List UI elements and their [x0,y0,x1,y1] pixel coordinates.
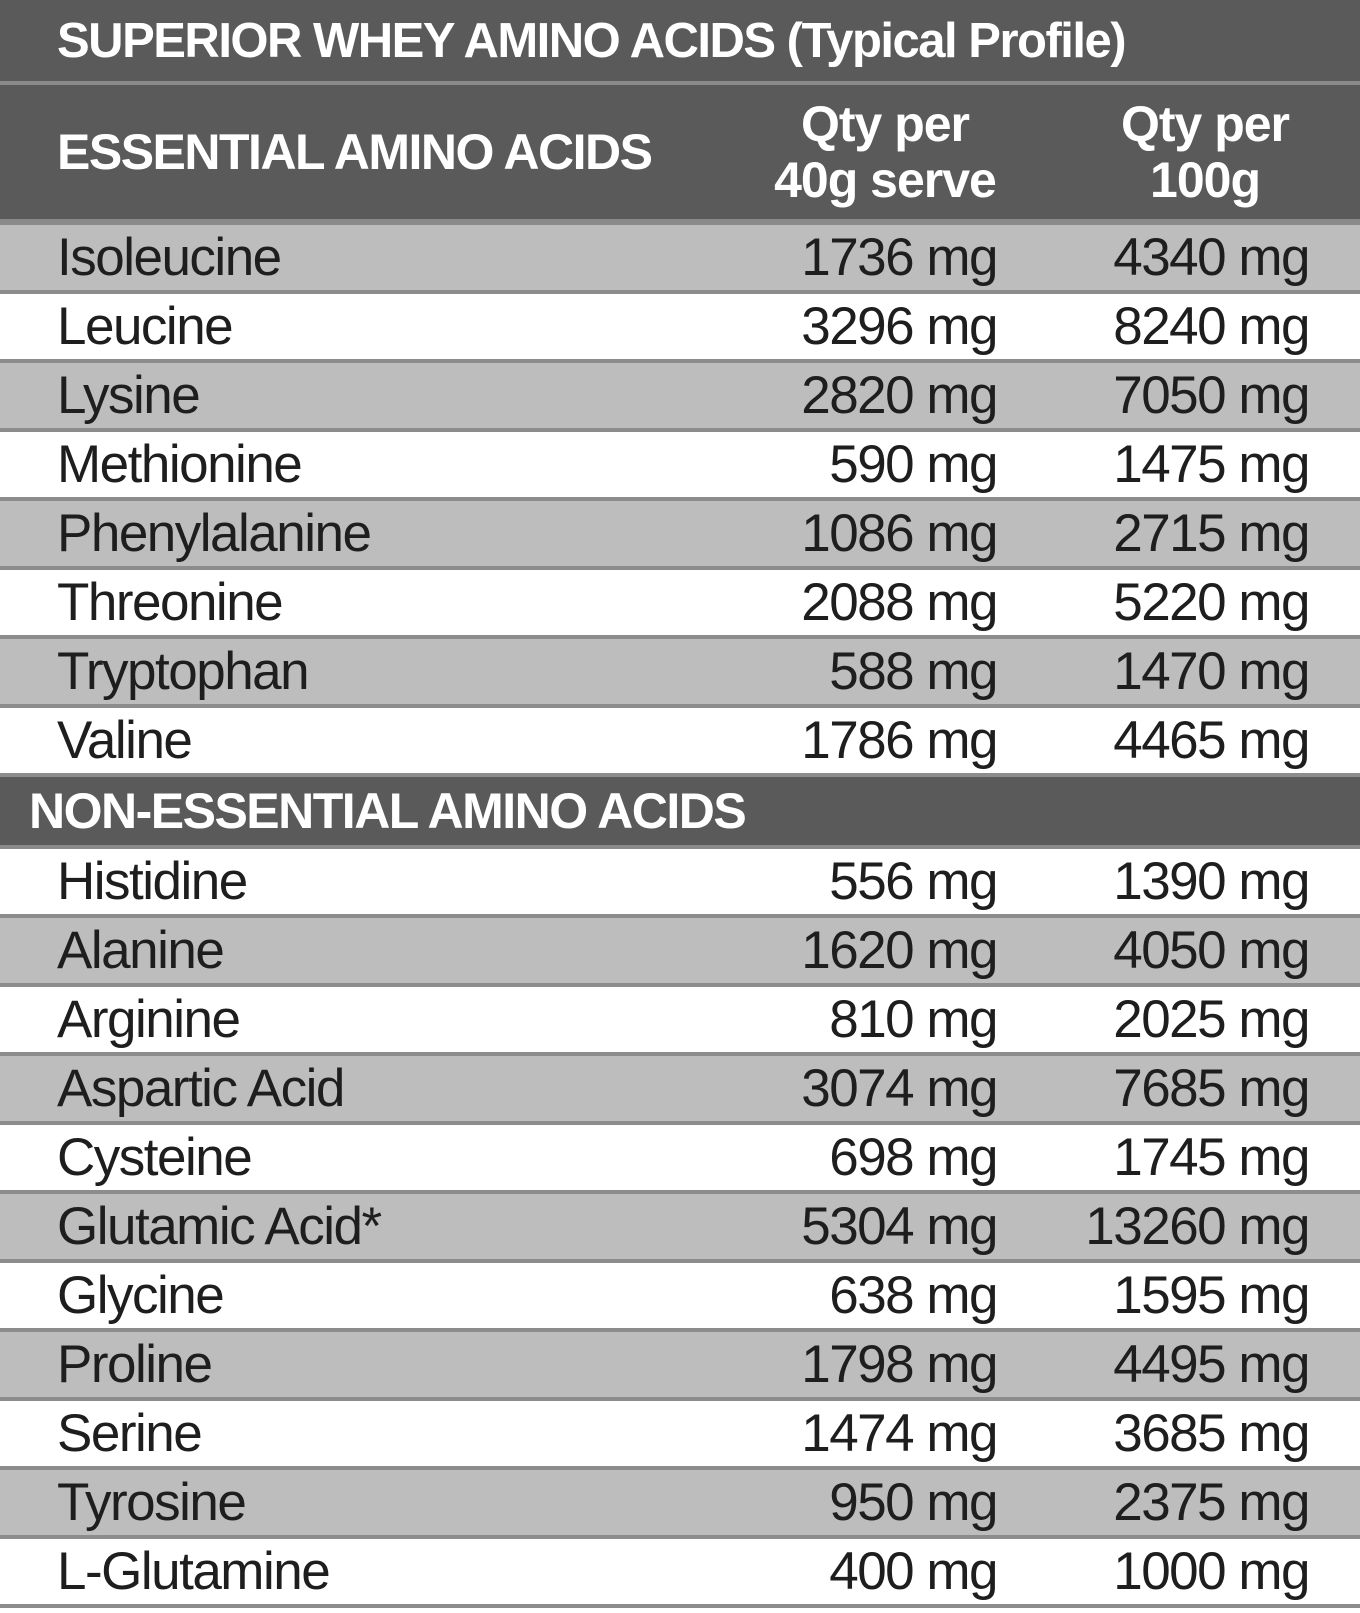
qty-per-100g: 1000 mg [1113,1542,1310,1601]
amino-acid-name: Arginine [57,990,241,1049]
qty-per-40g: 588 mg [829,642,998,701]
table-row: Tryptophan 588 mg 1470 mg [0,639,1360,708]
qty-per-100g: 4495 mg [1113,1335,1310,1394]
non-essential-rows: Histidine 556 mg 1390 mg Alanine 1620 mg 4050… [0,849,1360,1608]
amino-acid-name: Isoleucine [57,228,282,287]
qty-per-40g: 950 mg [829,1473,998,1532]
amino-acid-name: Proline [57,1335,213,1394]
qty-per-40g: 638 mg [829,1266,998,1325]
essential-section-label: ESSENTIAL AMINO ACIDS [57,124,653,180]
amino-acid-name: Cysteine [57,1128,253,1187]
table-title-text: SUPERIOR WHEY AMINO ACIDS (Typical Profi… [57,13,1127,68]
qty-per-40g: 1736 mg [801,228,998,287]
qty-per-100g: 8240 mg [1113,297,1310,356]
qty-per-40g: 1086 mg [801,504,998,563]
table-row: Valine 1786 mg 4465 mg [0,708,1360,777]
amino-acid-name: Lysine [57,366,201,425]
amino-acid-name: Alanine [57,921,225,980]
qty-per-100g: 4050 mg [1113,921,1310,980]
amino-acid-name: Glycine [57,1266,225,1325]
qty-per-100g: 1390 mg [1113,852,1310,911]
table-row: Glycine 638 mg 1595 mg [0,1263,1360,1332]
qty-per-40g: 400 mg [829,1542,998,1601]
qty-per-40g: 2088 mg [801,573,998,632]
essential-rows: Isoleucine 1736 mg 4340 mg Leucine 3296 mg 82… [0,225,1360,777]
qty-per-40g: 698 mg [829,1128,998,1187]
qty-per-100g: 2025 mg [1113,990,1310,1049]
table-header: ESSENTIAL AMINO ACIDS Qty per 40g serve … [0,85,1360,225]
amino-acid-name: L-Glutamine [57,1542,331,1601]
qty-per-40g: 810 mg [829,990,998,1049]
qty-per-40g: 5304 mg [801,1197,998,1256]
column-header-40g-line1: Qty per [800,96,970,152]
qty-per-40g: 556 mg [829,852,998,911]
amino-acid-name: Serine [57,1404,203,1463]
qty-per-40g: 1474 mg [801,1404,998,1463]
column-header-100g-line2: 100g [1150,152,1261,208]
amino-acid-name: Tryptophan [57,642,310,701]
amino-acid-name: Leucine [57,297,234,356]
non-essential-section-label: NON-ESSENTIAL AMINO ACIDS [29,783,747,839]
table-row: Phenylalanine 1086 mg 2715 mg [0,501,1360,570]
table-row: Histidine 556 mg 1390 mg [0,849,1360,918]
column-header-40g: Qty per 40g serve [700,96,1070,208]
qty-per-100g: 3685 mg [1113,1404,1310,1463]
qty-per-40g: 1786 mg [801,711,998,770]
table-row: Threonine 2088 mg 5220 mg [0,570,1360,639]
qty-per-40g: 1798 mg [801,1335,998,1394]
qty-per-100g: 5220 mg [1113,573,1310,632]
table-row: Arginine 810 mg 2025 mg [0,987,1360,1056]
table-row: Glutamic Acid* 5304 mg 13260 mg [0,1194,1360,1263]
column-header-100g-line1: Qty per [1120,96,1290,152]
amino-acid-name: Histidine [57,852,248,911]
qty-per-40g: 3074 mg [801,1059,998,1118]
qty-per-40g: 2820 mg [801,366,998,425]
qty-per-100g: 2375 mg [1113,1473,1310,1532]
column-header-100g: Qty per 100g [1070,96,1360,208]
qty-per-100g: 2715 mg [1113,504,1310,563]
qty-per-40g: 1620 mg [801,921,998,980]
amino-acid-name: Valine [57,711,193,770]
table-row: Serine 1474 mg 3685 mg [0,1401,1360,1470]
table-row: Leucine 3296 mg 8240 mg [0,294,1360,363]
qty-per-100g: 4465 mg [1113,711,1310,770]
amino-acid-name: Methionine [57,435,303,494]
qty-per-100g: 7050 mg [1113,366,1310,425]
table-row: Isoleucine 1736 mg 4340 mg [0,225,1360,294]
amino-acid-name: Phenylalanine [57,504,372,563]
qty-per-100g: 4340 mg [1113,228,1310,287]
qty-per-100g: 1745 mg [1113,1128,1310,1187]
amino-acid-name: Threonine [57,573,284,632]
table-title: SUPERIOR WHEY AMINO ACIDS (Typical Profi… [0,0,1360,85]
table-row: Tyrosine 950 mg 2375 mg [0,1470,1360,1539]
column-header-40g-line2: 40g serve [774,152,997,208]
qty-per-40g: 590 mg [829,435,998,494]
qty-per-100g: 13260 mg [1085,1197,1310,1256]
table-row: Aspartic Acid 3074 mg 7685 mg [0,1056,1360,1125]
amino-acid-name: Glutamic Acid* [57,1197,382,1256]
non-essential-section-header: NON-ESSENTIAL AMINO ACIDS [0,777,1360,849]
table-row: Lysine 2820 mg 7050 mg [0,363,1360,432]
table-row: Cysteine 698 mg 1745 mg [0,1125,1360,1194]
qty-per-40g: 3296 mg [801,297,998,356]
qty-per-100g: 1475 mg [1113,435,1310,494]
amino-acid-name: Aspartic Acid [57,1059,345,1118]
qty-per-100g: 7685 mg [1113,1059,1310,1118]
qty-per-100g: 1470 mg [1113,642,1310,701]
table-row: L-Glutamine 400 mg 1000 mg [0,1539,1360,1608]
qty-per-100g: 1595 mg [1113,1266,1310,1325]
table-row: Methionine 590 mg 1475 mg [0,432,1360,501]
amino-acid-name: Tyrosine [57,1473,247,1532]
table-row: Proline 1798 mg 4495 mg [0,1332,1360,1401]
table-row: Alanine 1620 mg 4050 mg [0,918,1360,987]
